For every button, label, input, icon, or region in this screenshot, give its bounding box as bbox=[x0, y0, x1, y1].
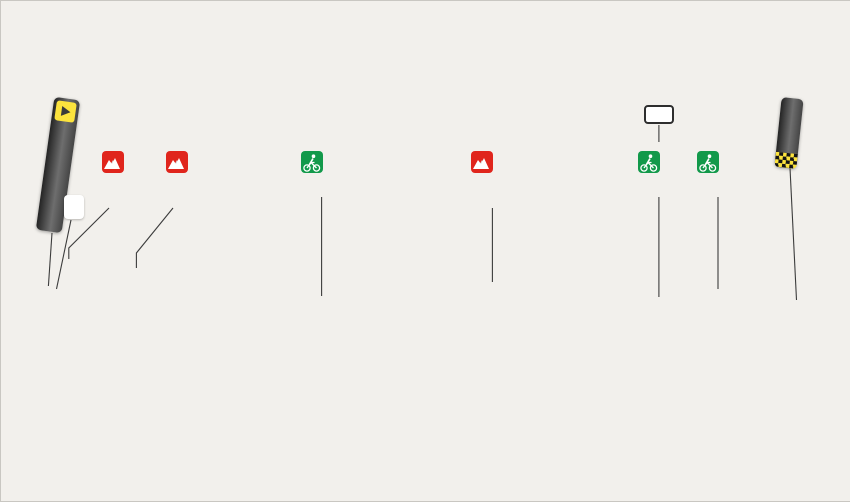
marker-mitice bbox=[122, 143, 252, 176]
finish-banner-label bbox=[787, 98, 793, 153]
climb-cat2-icon bbox=[102, 151, 124, 173]
km-zero-line bbox=[55, 219, 72, 290]
marker-machnac bbox=[58, 143, 188, 176]
km-zero-box bbox=[64, 195, 84, 219]
sprint-icon bbox=[637, 151, 660, 173]
marker-trnava bbox=[594, 143, 724, 176]
climb-cat3-icon bbox=[471, 151, 494, 173]
start-banner-line bbox=[47, 232, 53, 287]
marker-borova bbox=[653, 143, 783, 176]
leader-lines bbox=[47, 125, 798, 301]
climb-cat3-icon bbox=[166, 151, 188, 173]
machnac-line bbox=[68, 207, 110, 259]
sprint-icon bbox=[697, 151, 719, 173]
start-banner-label bbox=[49, 121, 64, 231]
marker-topolcany bbox=[257, 143, 387, 176]
sprint-icon bbox=[300, 151, 323, 173]
km-zero-marker bbox=[71, 186, 111, 228]
mitice-line bbox=[135, 207, 174, 268]
start-arrow-icon bbox=[54, 100, 77, 123]
marker-hlohovec bbox=[427, 143, 557, 176]
number-one-badge bbox=[644, 105, 674, 124]
finish-banner-line bbox=[789, 167, 798, 301]
